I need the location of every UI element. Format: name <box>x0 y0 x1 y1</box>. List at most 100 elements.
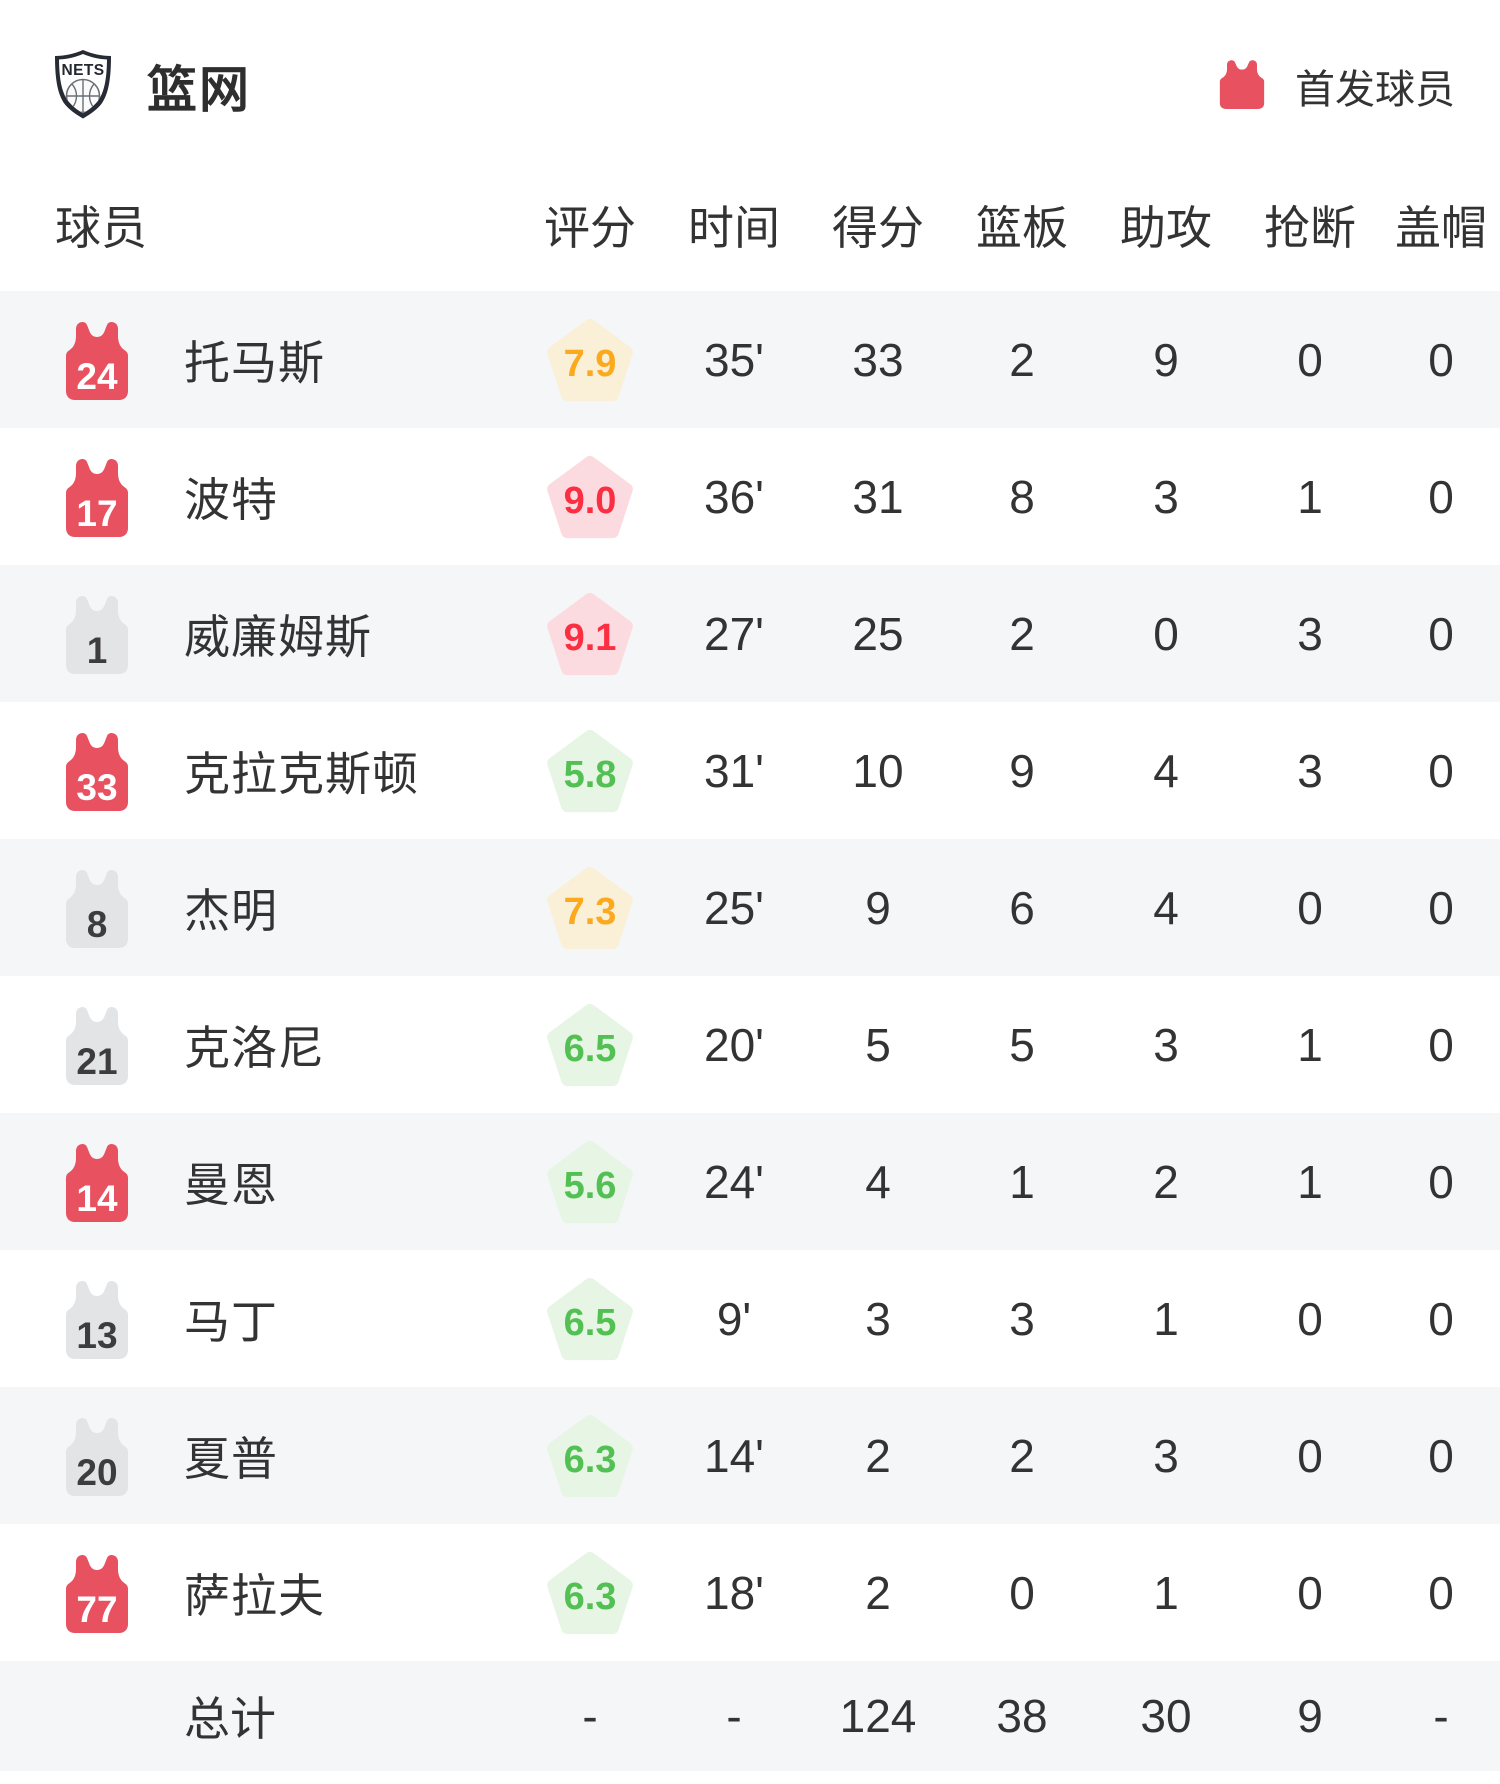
rating-cell: 6.5 <box>518 1277 662 1361</box>
player-name: 萨拉夫 <box>184 1569 325 1622</box>
rating-pentagon-badge: 6.5 <box>546 1003 634 1087</box>
jersey-number: 17 <box>76 493 118 534</box>
steals-cell: 0 <box>1297 1292 1323 1345</box>
player-row[interactable]: 20 夏普 6.3 14' 2 2 3 0 0 <box>0 1387 1500 1524</box>
player-row[interactable]: 13 马丁 6.5 9' 3 3 1 0 0 <box>0 1250 1500 1387</box>
jersey-icon: 17 <box>62 457 132 537</box>
jersey-icon: 77 <box>62 1553 132 1633</box>
totals-time: - <box>726 1690 742 1742</box>
rebounds-cell: 0 <box>1009 1566 1035 1619</box>
player-row[interactable]: 24 托马斯 7.9 35' 33 2 9 0 0 <box>0 291 1500 428</box>
rating-value: 5.6 <box>563 1164 617 1207</box>
rating-pentagon-badge: 5.8 <box>546 729 634 813</box>
rating-pentagon-badge: 6.3 <box>546 1551 634 1635</box>
jersey-icon: 13 <box>62 1279 132 1359</box>
rating-cell: 5.8 <box>518 729 662 813</box>
totals-steals: 9 <box>1297 1690 1323 1742</box>
rating-cell: 6.5 <box>518 1003 662 1087</box>
player-row[interactable]: 21 克洛尼 6.5 20' 5 5 3 1 0 <box>0 976 1500 1113</box>
player-row[interactable]: 77 萨拉夫 6.3 18' 2 0 1 0 0 <box>0 1524 1500 1661</box>
rebounds-cell: 5 <box>1009 1018 1035 1071</box>
player-rows: 24 托马斯 7.9 35' 33 2 9 0 0 17 波特 9.0 36' 31 8 3 1 0 1 威廉姆斯 9.… <box>0 291 1500 1661</box>
time-cell: 35' <box>704 333 764 386</box>
jersey-icon: 1 <box>62 594 132 674</box>
time-cell: 25' <box>704 881 764 934</box>
rating-pentagon-badge: 9.1 <box>546 592 634 676</box>
totals-label: 总计 <box>184 1693 276 1745</box>
player-row[interactable]: 14 曼恩 5.6 24' 4 1 2 1 0 <box>0 1113 1500 1250</box>
steals-cell: 1 <box>1297 1018 1323 1071</box>
player-row[interactable]: 8 杰明 7.3 25' 9 6 4 0 0 <box>0 839 1500 976</box>
steals-cell: 1 <box>1297 1155 1323 1208</box>
assists-cell: 4 <box>1153 744 1179 797</box>
points-cell: 33 <box>852 333 904 386</box>
totals-points: 124 <box>839 1690 917 1742</box>
totals-rebounds: 38 <box>996 1690 1048 1742</box>
column-header-points: 得分 <box>832 201 924 254</box>
points-cell: 4 <box>865 1155 891 1208</box>
rating-pentagon-badge: 7.3 <box>546 866 634 950</box>
column-header-steals: 抢断 <box>1264 201 1356 254</box>
column-header-player: 球员 <box>55 201 147 254</box>
rating-cell: 9.1 <box>518 592 662 676</box>
player-row[interactable]: 1 威廉姆斯 9.1 27' 25 2 0 3 0 <box>0 565 1500 702</box>
assists-cell: 3 <box>1153 470 1179 523</box>
rating-value: 9.0 <box>563 479 617 522</box>
rating-value: 6.3 <box>563 1575 617 1618</box>
rating-pentagon-badge: 6.5 <box>546 1277 634 1361</box>
time-cell: 18' <box>704 1566 764 1619</box>
column-header-blocks: 盖帽 <box>1395 201 1487 254</box>
rating-cell: 6.3 <box>518 1414 662 1498</box>
points-cell: 2 <box>865 1429 891 1482</box>
rebounds-cell: 2 <box>1009 607 1035 660</box>
rating-cell: 5.6 <box>518 1140 662 1224</box>
column-header-time: 时间 <box>688 201 780 254</box>
jersey-icon: 14 <box>62 1142 132 1222</box>
steals-cell: 0 <box>1297 881 1323 934</box>
assists-cell: 1 <box>1153 1566 1179 1619</box>
team-title: 篮网 <box>147 62 251 118</box>
starter-legend: 首发球员 <box>1217 57 1455 115</box>
column-header-rating: 评分 <box>544 201 636 254</box>
points-cell: 5 <box>865 1018 891 1071</box>
player-name: 夏普 <box>184 1432 278 1485</box>
blocks-cell: 0 <box>1428 744 1454 797</box>
player-row[interactable]: 33 克拉克斯顿 5.8 31' 10 9 4 3 0 <box>0 702 1500 839</box>
blocks-cell: 0 <box>1428 881 1454 934</box>
points-cell: 25 <box>852 607 904 660</box>
time-cell: 9' <box>716 1292 752 1345</box>
panel-header: NETS 篮网 首发球员 <box>0 0 1500 150</box>
rating-pentagon-badge: 5.6 <box>546 1140 634 1224</box>
jersey-number: 33 <box>76 767 118 808</box>
rating-value: 5.8 <box>563 753 617 796</box>
rating-pentagon-badge: 7.9 <box>546 318 634 402</box>
steals-cell: 0 <box>1297 333 1323 386</box>
player-name: 杰明 <box>184 884 278 937</box>
jersey-number: 77 <box>76 1589 118 1630</box>
player-name: 马丁 <box>184 1295 278 1348</box>
jersey-number: 21 <box>76 1041 118 1082</box>
player-name: 托马斯 <box>184 336 325 389</box>
rating-value: 7.3 <box>563 890 617 933</box>
rating-value: 6.5 <box>563 1301 617 1344</box>
assists-cell: 2 <box>1153 1155 1179 1208</box>
player-row[interactable]: 17 波特 9.0 36' 31 8 3 1 0 <box>0 428 1500 565</box>
assists-cell: 9 <box>1153 333 1179 386</box>
rating-pentagon-badge: 6.3 <box>546 1414 634 1498</box>
rating-cell: 9.0 <box>518 455 662 539</box>
starter-jersey-icon <box>1217 59 1267 114</box>
rating-cell: 6.3 <box>518 1551 662 1635</box>
svg-text:NETS: NETS <box>62 62 105 79</box>
blocks-cell: 0 <box>1428 607 1454 660</box>
rebounds-cell: 3 <box>1009 1292 1035 1345</box>
time-cell: 27' <box>704 607 764 660</box>
rebounds-cell: 2 <box>1009 333 1035 386</box>
jersey-icon: 8 <box>62 868 132 948</box>
jersey-icon: 21 <box>62 1005 132 1085</box>
player-name: 克洛尼 <box>184 1021 325 1074</box>
jersey-icon: 20 <box>62 1416 132 1496</box>
jersey-number: 8 <box>86 904 108 945</box>
time-cell: 36' <box>704 470 764 523</box>
rebounds-cell: 2 <box>1009 1429 1035 1482</box>
column-header-assists: 助攻 <box>1120 201 1212 254</box>
